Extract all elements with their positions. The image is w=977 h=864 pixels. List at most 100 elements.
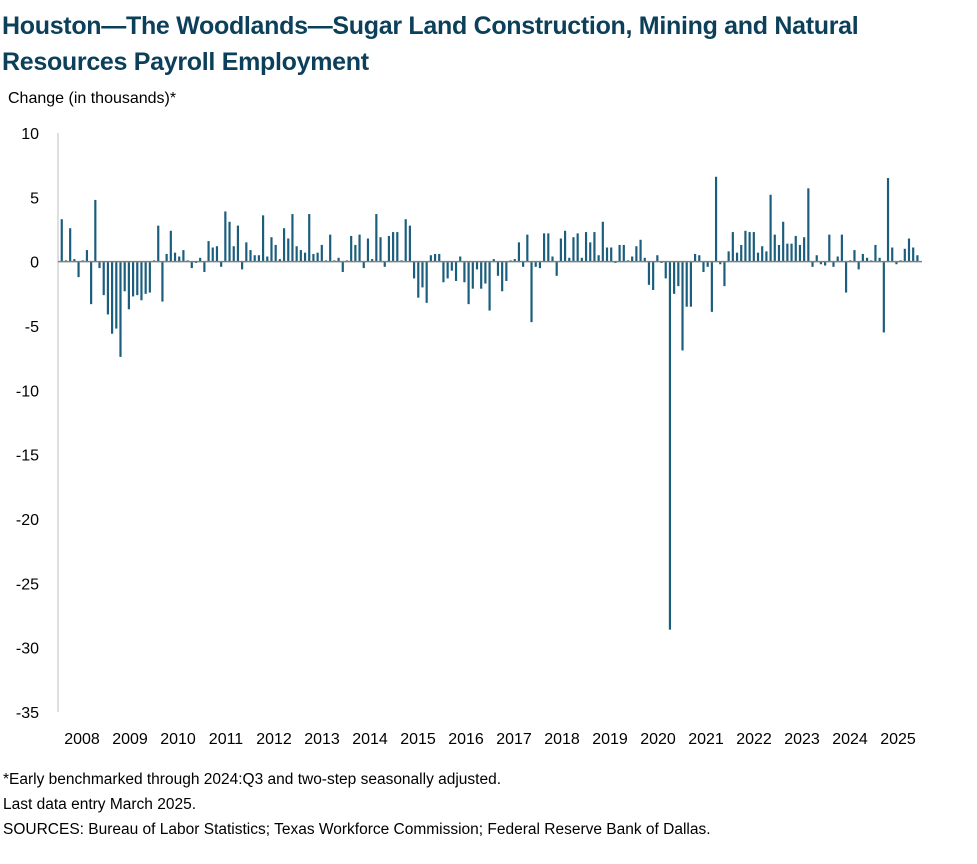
bar	[702, 261, 705, 272]
bar	[459, 256, 462, 262]
bar	[664, 261, 667, 279]
bar	[362, 261, 365, 269]
x-tick-label: 2022	[736, 731, 772, 748]
bar	[303, 252, 307, 262]
bar	[815, 255, 818, 262]
bar	[597, 255, 600, 262]
bar	[819, 261, 823, 265]
x-tick-label: 2015	[400, 731, 436, 748]
bar	[874, 244, 877, 262]
bar	[140, 261, 143, 301]
bar	[450, 261, 453, 271]
bar	[148, 261, 151, 293]
x-tick-label: 2008	[64, 731, 100, 748]
bar	[547, 233, 550, 262]
bar	[668, 261, 672, 630]
bar	[228, 221, 231, 262]
bar	[916, 255, 919, 262]
bar	[593, 232, 596, 262]
bar	[253, 255, 256, 262]
bar	[85, 250, 89, 262]
bar	[165, 253, 168, 262]
bar	[694, 253, 697, 262]
bar	[366, 238, 370, 262]
bar	[211, 247, 214, 262]
y-tick-label: 5	[30, 190, 39, 207]
bar	[190, 261, 193, 269]
bar	[337, 257, 340, 262]
bar	[584, 232, 588, 262]
bar	[618, 244, 621, 262]
bar	[530, 261, 533, 323]
bar	[454, 261, 458, 281]
bar	[274, 244, 277, 262]
x-tick-label: 2009	[112, 731, 148, 748]
bar	[551, 256, 554, 262]
bar	[278, 259, 281, 262]
bar	[299, 250, 302, 262]
bar	[777, 244, 781, 262]
bar	[178, 256, 181, 262]
bar	[677, 261, 680, 287]
bar	[706, 261, 709, 267]
bar	[425, 261, 428, 303]
bar	[262, 215, 265, 262]
bar	[865, 257, 869, 262]
bar	[224, 211, 227, 262]
bar	[232, 246, 235, 262]
bar	[752, 232, 755, 262]
bar	[580, 257, 583, 262]
bar	[572, 237, 575, 262]
bar	[241, 261, 244, 270]
bar	[123, 261, 126, 292]
bar	[404, 219, 407, 262]
bar	[647, 261, 651, 285]
bar	[316, 252, 319, 262]
bar	[484, 261, 487, 284]
bar	[94, 199, 97, 262]
bar	[534, 261, 537, 267]
x-tick-label: 2025	[880, 731, 916, 748]
bar	[643, 257, 646, 262]
bar	[475, 261, 479, 270]
bar	[392, 232, 395, 262]
bar	[471, 261, 474, 289]
y-tick-label: 0	[30, 255, 39, 272]
bar	[685, 261, 688, 307]
bar	[714, 176, 718, 262]
bar	[526, 234, 529, 262]
bar	[354, 244, 357, 262]
bar	[182, 250, 185, 262]
bar	[840, 234, 843, 262]
bar	[543, 233, 546, 262]
bar	[559, 238, 562, 262]
x-tick-label: 2018	[544, 731, 580, 748]
y-tick-label: -35	[16, 705, 39, 722]
bar	[689, 261, 692, 307]
x-tick-label: 2019	[592, 731, 628, 748]
bar	[622, 244, 625, 262]
bar	[882, 261, 885, 333]
footnote-sources: SOURCES: Bureau of Labor Statistics; Tex…	[3, 821, 711, 838]
bar	[886, 178, 890, 262]
bar	[412, 261, 416, 279]
bar	[811, 261, 814, 267]
bar	[761, 246, 764, 262]
bar	[727, 251, 730, 262]
bar	[433, 253, 437, 262]
bar	[735, 252, 739, 262]
bar	[756, 252, 760, 262]
bar	[144, 261, 147, 294]
bar	[375, 214, 378, 262]
bar	[249, 250, 252, 262]
bar	[98, 261, 101, 269]
bar-series	[60, 176, 919, 630]
bar	[169, 230, 172, 262]
bar	[77, 261, 80, 278]
bar	[396, 232, 399, 262]
bar	[161, 261, 164, 302]
bar	[912, 247, 915, 262]
bar	[236, 225, 240, 262]
bar	[568, 257, 571, 262]
bar	[438, 253, 441, 262]
